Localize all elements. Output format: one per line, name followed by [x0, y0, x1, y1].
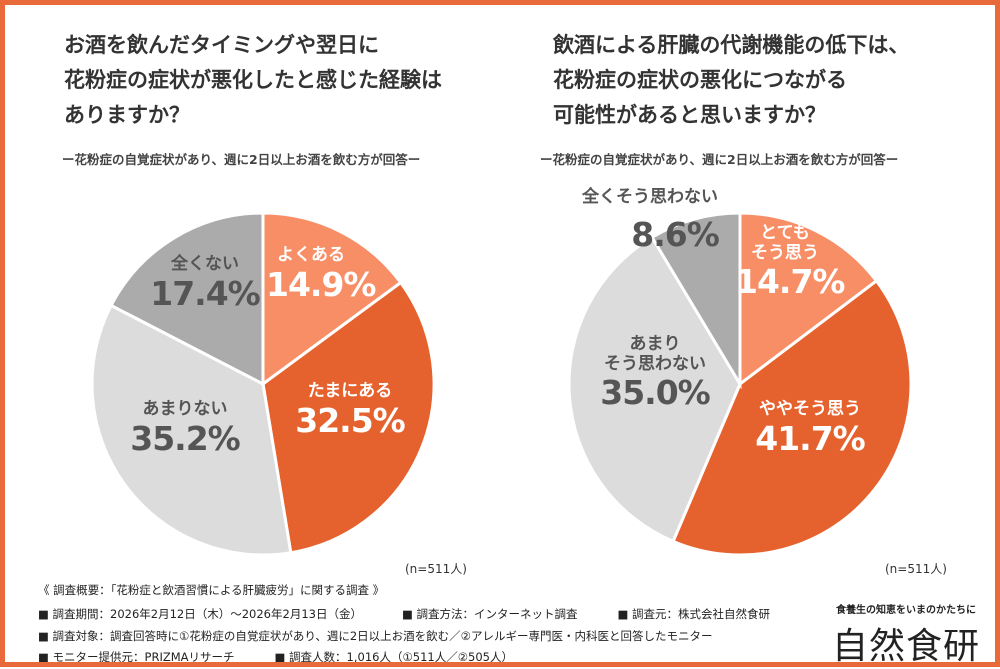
- chart2-subtitle: ー花粉症の自覚症状があり、週に2日以上お酒を飲む方が回答ー: [540, 152, 899, 167]
- label-c1-s1: たまにある 32.5%: [295, 381, 406, 440]
- survey-line-3: ■ モニター提供元：PRIZMAリサーチ ■ 調査人数：1,016人（①511人／…: [38, 649, 553, 665]
- pie2-slice-0: [738, 211, 879, 388]
- pie1-slice-1: [261, 280, 436, 555]
- pie1-slice-2: [90, 303, 293, 557]
- chart2-n: (n=511人): [885, 562, 947, 576]
- label-c1-s2: あまりない 35.2%: [130, 399, 241, 458]
- label-c1-s0: よくある 14.9%: [266, 245, 377, 304]
- pie1-slice-3: [109, 211, 265, 387]
- survey-provider: ■ モニター提供元：PRIZMAリサーチ: [38, 650, 235, 664]
- label-c1-s3: 全くない 17.4%: [150, 254, 261, 313]
- chart1-n: (n=511人): [405, 562, 467, 576]
- survey-method: ■ 調査方法：インターネット調査: [401, 607, 578, 621]
- survey-target: ■ 調査対象：調査回答時に①花粉症の自覚症状があり、週に2日以上お酒を飲む／②ア…: [38, 629, 713, 643]
- brand-logo: 自然食研: [832, 626, 981, 667]
- label-c2-s1: ややそう思う 41.7%: [755, 399, 866, 458]
- chart2-title: 飲酒による肝臓の代謝機能の低下は、 花粉症の症状の悪化につながる 可能性があると…: [553, 33, 910, 127]
- survey-heading: 《 調査概要：「花粉症と飲酒習慣による肝臓疲労」に関する調査 》: [38, 583, 385, 597]
- label-c2-s2: あまり そう思わない 35.0%: [600, 334, 711, 413]
- chart1-title: お酒を飲んだタイミングや翌日に 花粉症の症状が悪化したと感じた経験は ありますか…: [64, 33, 442, 127]
- label-c2-s0: とても そう思う 14.7%: [735, 223, 846, 302]
- survey-period: ■ 調査期間：2026年2月12日（木）～2026年2月13日（金）: [38, 607, 362, 621]
- pie1-slice-0: [261, 211, 403, 387]
- brand-tagline: 食養生の知恵をいまのかたちに: [836, 605, 976, 616]
- survey-source: ■ 調査元：株式会社自然食研: [617, 607, 771, 621]
- label-c2-s3: 全くそう思わない 8.6%: [582, 187, 720, 254]
- survey-count: ■ 調査人数：1,016人（①511人／②505人）: [274, 650, 513, 664]
- survey-line-1: ■ 調査期間：2026年2月12日（木）～2026年2月13日（金） ■ 調査方法…: [38, 606, 810, 622]
- chart1-subtitle: ー花粉症の自覚症状があり、週に2日以上お酒を飲む方が回答ー: [62, 152, 421, 167]
- pie2-slice-3: [649, 211, 742, 390]
- pie2-slice-1: [671, 278, 913, 557]
